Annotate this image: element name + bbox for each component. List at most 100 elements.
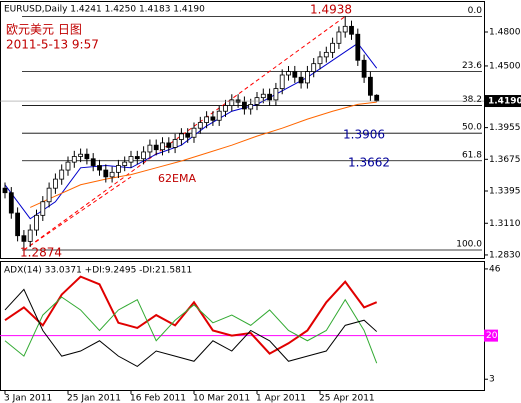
candle-body bbox=[367, 76, 373, 96]
candle-body bbox=[330, 42, 336, 53]
candle-body bbox=[2, 187, 8, 194]
candle-body bbox=[197, 122, 203, 129]
x-tick-label: 16 Feb 2011 bbox=[130, 394, 186, 403]
candle-body bbox=[40, 201, 46, 216]
candle-body bbox=[286, 71, 291, 76]
candle-body bbox=[342, 25, 348, 33]
candle-body bbox=[15, 212, 21, 237]
ma-line bbox=[29, 101, 377, 208]
header: EURUSD,Daily 1.4241 1.4250 1.4183 1.4190 bbox=[4, 5, 205, 15]
level-label: 20 bbox=[486, 331, 498, 341]
candle-body bbox=[21, 235, 27, 242]
y-tick-label: 1.3675 bbox=[489, 155, 521, 165]
annotation: 1.3662 bbox=[348, 155, 390, 169]
trend-line bbox=[23, 176, 132, 251]
candle-body bbox=[116, 165, 121, 173]
candle-body bbox=[166, 142, 172, 148]
y-tick-label: 1.4800 bbox=[489, 27, 521, 37]
fib-level-label: 50.0 bbox=[462, 123, 482, 133]
x-tick-label: 25 Jan 2011 bbox=[67, 394, 121, 403]
x-tick-label: 25 Apr 2011 bbox=[319, 394, 375, 403]
candle-body bbox=[298, 76, 304, 84]
candle-body bbox=[122, 161, 128, 166]
timestamp: 2011-5-13 9:57 bbox=[6, 38, 99, 52]
candle-body bbox=[153, 144, 159, 151]
annotation: 62EMA bbox=[158, 172, 196, 185]
candle-body bbox=[46, 187, 52, 203]
candle-body bbox=[53, 178, 58, 189]
candle-body bbox=[78, 153, 83, 157]
annotation: 1.2874 bbox=[20, 246, 62, 260]
indicator-title: ADX(14) 33.0371 +DI:9.2495 -DI:21.5811 bbox=[4, 266, 192, 276]
candle-body bbox=[317, 56, 323, 65]
level-box bbox=[484, 329, 498, 342]
candle-body bbox=[204, 116, 210, 123]
candle-body bbox=[267, 93, 273, 101]
annotation: 1.3906 bbox=[343, 128, 385, 142]
candle-body bbox=[109, 171, 115, 178]
y-tick-label: 3 bbox=[489, 375, 495, 385]
candle-body bbox=[273, 88, 279, 101]
candle-body bbox=[34, 214, 39, 231]
fib-level-label: 23.6 bbox=[462, 61, 482, 71]
y-tick-label: 1.3395 bbox=[489, 187, 521, 197]
candle-body bbox=[90, 158, 96, 166]
candle-body bbox=[178, 133, 184, 140]
candle-body bbox=[304, 71, 310, 84]
candle-body bbox=[355, 33, 361, 61]
candle-body bbox=[191, 127, 197, 138]
candle-body bbox=[323, 51, 329, 58]
candle-body bbox=[210, 116, 216, 121]
di-line bbox=[4, 296, 378, 364]
candle-body bbox=[216, 110, 222, 121]
candle-body bbox=[172, 139, 178, 148]
candle-body bbox=[311, 63, 317, 73]
adx-line bbox=[4, 275, 378, 355]
candle-body bbox=[248, 104, 254, 110]
y-tick-label: 1.2830 bbox=[489, 250, 521, 260]
fib-level-label: 0.0 bbox=[468, 6, 483, 16]
candle-body bbox=[71, 156, 77, 163]
candle-body bbox=[279, 74, 285, 89]
candle-body bbox=[292, 71, 298, 78]
y-tick-label: 1.3955 bbox=[489, 123, 521, 133]
candle-body bbox=[361, 59, 367, 78]
candle-body bbox=[229, 99, 235, 106]
candle-body bbox=[160, 142, 165, 151]
candle-body bbox=[134, 156, 140, 160]
price-box bbox=[484, 95, 521, 108]
candle-body bbox=[336, 31, 342, 44]
y-tick-label: 1.3110 bbox=[489, 219, 521, 229]
y-tick-label: 1.4500 bbox=[489, 61, 521, 71]
fib-level-label: 100.0 bbox=[456, 239, 482, 249]
y-tick-label: 46 bbox=[489, 264, 501, 274]
trend-line bbox=[23, 15, 346, 251]
main-pane bbox=[0, 1, 485, 259]
x-tick-label: 3 Jan 2011 bbox=[4, 394, 52, 403]
subtitle: 欧元美元 日图 bbox=[6, 23, 82, 37]
x-tick-label: 10 Mar 2011 bbox=[193, 394, 250, 403]
candle-body bbox=[147, 144, 153, 153]
candle-body bbox=[185, 133, 191, 138]
di-line bbox=[4, 288, 378, 368]
candle-body bbox=[59, 169, 65, 180]
candle-body bbox=[260, 93, 266, 99]
price-label: 1.4190 bbox=[488, 97, 521, 107]
fib-level-label: 61.8 bbox=[462, 150, 482, 160]
x-tick-label: 1 Apr 2011 bbox=[256, 394, 306, 403]
candle-body bbox=[223, 105, 228, 112]
candle-body bbox=[65, 161, 71, 171]
candle-body bbox=[27, 229, 33, 242]
candle-body bbox=[8, 192, 14, 214]
candle-body bbox=[241, 101, 247, 110]
candle-body bbox=[97, 165, 102, 171]
candle-body bbox=[84, 153, 90, 160]
candle-body bbox=[103, 169, 109, 178]
candle-body bbox=[374, 94, 380, 102]
candle-body bbox=[128, 156, 134, 163]
indicator-pane bbox=[0, 261, 485, 391]
candle-body bbox=[349, 25, 354, 35]
annotation: 1.4938 bbox=[310, 3, 352, 17]
fib-level-label: 38.2 bbox=[462, 95, 482, 105]
